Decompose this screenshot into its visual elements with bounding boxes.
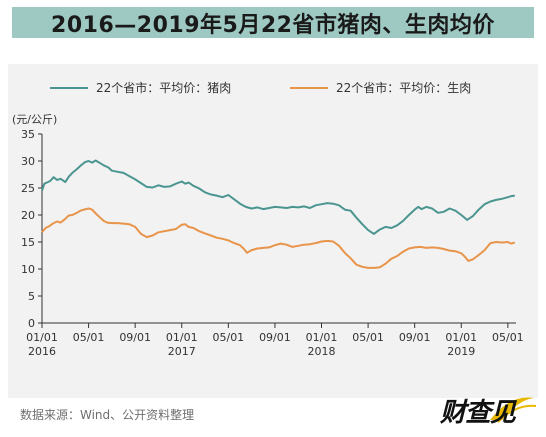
series-group xyxy=(41,159,516,269)
x-tick-label: 09/01 xyxy=(259,331,291,344)
y-tick-label: 10 xyxy=(21,263,35,276)
x-tick-year-label: 2019 xyxy=(447,345,475,358)
x-tick-label: 01/01 xyxy=(166,331,198,344)
y-tick-label: 30 xyxy=(21,155,35,168)
x-tick-year-label: 2018 xyxy=(308,345,336,358)
brand-logo: 财查见 xyxy=(438,388,538,428)
source-note: 数据来源：Wind、公开资料整理 xyxy=(20,408,195,422)
x-tick-label: 09/01 xyxy=(119,331,151,344)
y-tick-label: 35 xyxy=(21,128,35,141)
series-line-pork xyxy=(41,159,515,235)
title-bar: 2016—2019年5月22省市猪肉、生肉均价 xyxy=(12,7,534,38)
x-tick-label: 05/01 xyxy=(73,331,105,344)
x-tick-label: 01/01 xyxy=(445,331,477,344)
y-tick-label: 0 xyxy=(28,317,35,330)
x-tick-label: 09/01 xyxy=(399,331,431,344)
legend-label-raw-meat: 22个省市：平均价：生肉 xyxy=(336,80,471,95)
x-tick-label: 05/01 xyxy=(352,331,384,344)
y-tick-label: 15 xyxy=(21,236,35,249)
line-chart: 22个省市：平均价：猪肉 22个省市：平均价：生肉 (元/公斤) 0 5 10 15 2… xyxy=(12,80,524,358)
x-tick-label: 05/01 xyxy=(492,331,524,344)
x-tick-label: 01/01 xyxy=(26,331,58,344)
x-tick-label: 01/01 xyxy=(306,331,338,344)
logo-wordmark: 财查见 xyxy=(440,398,516,428)
x-tick-label: 05/01 xyxy=(212,331,244,344)
y-tick-label: 20 xyxy=(21,209,35,222)
chart-title: 2016—2019年5月22省市猪肉、生肉均价 xyxy=(51,12,495,38)
y-tick-label: 5 xyxy=(28,290,35,303)
y-axis-unit-label: (元/公斤) xyxy=(12,113,57,126)
logo-swoosh-icon xyxy=(490,397,537,423)
x-tick-year-label: 2016 xyxy=(28,345,56,358)
x-tick-year-label: 2017 xyxy=(168,345,196,358)
series-line-raw-meat xyxy=(41,207,516,269)
chart-panel: 22个省市：平均价：猪肉 22个省市：平均价：生肉 (元/公斤) 0 5 10 15 2… xyxy=(8,64,538,398)
y-tick-label: 25 xyxy=(21,182,35,195)
legend-label-pork: 22个省市：平均价：猪肉 xyxy=(96,80,231,95)
